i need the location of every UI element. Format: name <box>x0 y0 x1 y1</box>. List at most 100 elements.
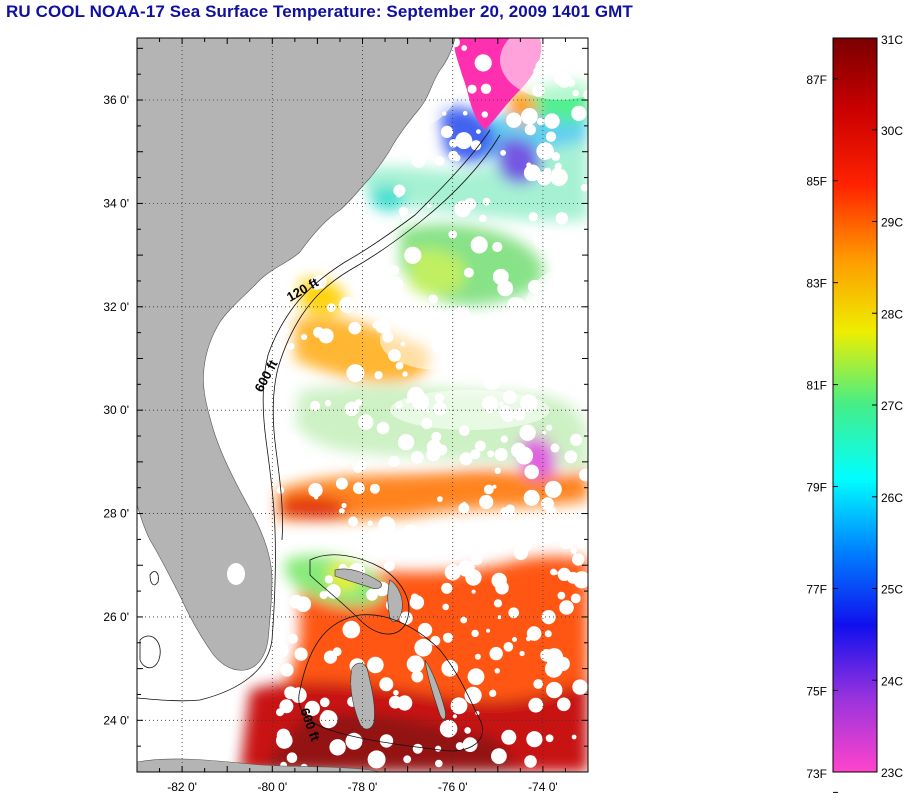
cloud-speck <box>428 294 438 304</box>
cloud-speck <box>555 212 568 225</box>
cloud-speck <box>526 636 531 642</box>
cloud-speck <box>464 727 471 734</box>
cloud-speck <box>402 371 408 377</box>
cloud-speck <box>474 653 481 660</box>
cloud-speck <box>528 697 544 713</box>
cloud-speck <box>458 502 470 514</box>
cloud-speck <box>450 697 468 715</box>
cloud-speck <box>471 527 487 543</box>
cloud-speck <box>495 526 505 536</box>
cloud-speck <box>399 611 413 625</box>
cloud-speck <box>462 737 478 752</box>
cloud-speck <box>339 508 345 514</box>
cloud-speck <box>533 679 544 689</box>
cloud-speck <box>545 734 554 743</box>
cloud-speck <box>369 483 380 494</box>
cloud-speck <box>448 150 459 161</box>
cloud-speck <box>501 729 517 745</box>
cloud-speck <box>494 668 500 674</box>
cloud-speck <box>304 700 320 717</box>
cloud-speck <box>482 197 491 206</box>
cloud-speck <box>491 572 507 589</box>
cloud-speck <box>523 489 540 506</box>
lat-tick-label: 24 0' <box>103 713 129 727</box>
cloud-speck <box>480 83 492 95</box>
cloud-speck <box>301 333 308 341</box>
cloud-speck <box>435 745 442 752</box>
cloud-speck <box>503 642 514 652</box>
cloud-speck <box>310 400 321 411</box>
cloud-speck <box>505 504 515 514</box>
land-grand-bahama <box>334 568 382 589</box>
cloud-speck <box>471 589 476 594</box>
cloud-speck <box>461 45 468 51</box>
cloud-speck <box>571 105 587 121</box>
cloud-speck <box>500 149 506 156</box>
cloud-speck <box>462 501 467 506</box>
cloud-speck <box>483 484 494 495</box>
cloud-speck <box>526 731 543 748</box>
cloud-speck <box>367 656 384 674</box>
cloud-speck <box>537 171 552 186</box>
cloud-speck <box>512 297 524 310</box>
cloud-speck <box>580 183 588 192</box>
cloud-speck <box>494 448 508 461</box>
cloud-speck <box>437 496 443 502</box>
lon-tick-label: -78 0' <box>348 780 378 794</box>
celsius-label: 28C <box>881 307 903 321</box>
fahrenheit-label: 77F <box>806 583 827 597</box>
cloud-speck <box>470 140 482 151</box>
cloud-speck <box>441 582 453 594</box>
lat-tick-label: 28 0' <box>103 507 129 521</box>
cloud-speck <box>403 755 412 764</box>
cloud-speck <box>506 112 522 128</box>
cloud-speck <box>475 440 486 452</box>
cloud-speck <box>536 142 554 160</box>
cloud-speck <box>287 633 298 644</box>
cloud-speck <box>367 750 386 769</box>
cloud-speck <box>471 553 483 566</box>
cloud-speck <box>547 120 557 129</box>
cloud-speck <box>281 434 299 452</box>
cloud-speck <box>410 593 419 602</box>
cloud-speck <box>540 649 553 662</box>
cloud-speck <box>536 117 545 126</box>
celsius-label: 24C <box>881 674 903 688</box>
cloud-speck <box>287 342 295 350</box>
cloud-speck <box>460 616 468 624</box>
cloud-speck <box>528 212 538 222</box>
temperature-colorbar: 31C 30C 29C 28C 27C 26C 25C 24C 23C 87F 85F 83F 81F 7… <box>806 33 903 793</box>
lon-tick-label: -74 0' <box>528 780 558 794</box>
cloud-speck <box>546 681 563 699</box>
cloud-speck <box>519 650 525 657</box>
cloud-speck <box>455 530 463 537</box>
cloud-speck <box>470 236 488 254</box>
cloud-speck <box>551 152 561 161</box>
celsius-label: 30C <box>881 124 903 138</box>
cloud-speck <box>485 530 498 543</box>
cloud-speck <box>553 570 558 575</box>
cloud-speck <box>575 257 588 272</box>
cloud-speck <box>541 610 556 625</box>
cloud-speck <box>435 759 443 768</box>
fahrenheit-label: 85F <box>806 175 827 189</box>
cloud-speck <box>329 739 346 756</box>
cloud-bank <box>520 270 588 390</box>
cloud-speck <box>572 679 588 695</box>
map-title: RU COOL NOAA-17 Sea Surface Temperature:… <box>6 2 633 21</box>
cloud-speck <box>503 329 511 337</box>
cloud-speck <box>351 196 365 210</box>
cloud-speck <box>544 480 562 498</box>
cloud-speck <box>557 697 571 712</box>
cloud-speck <box>406 655 425 673</box>
cloud-speck <box>393 310 399 316</box>
cloud-speck <box>335 477 348 490</box>
cloud-speck <box>444 552 450 558</box>
cloud-speck <box>276 732 293 749</box>
cloud-speck <box>342 620 361 639</box>
cloud-speck <box>344 401 359 416</box>
cloud-speck <box>366 588 378 601</box>
cloud-speck <box>557 591 566 600</box>
cloud-speck <box>497 280 514 297</box>
cloud-speck <box>385 268 391 273</box>
